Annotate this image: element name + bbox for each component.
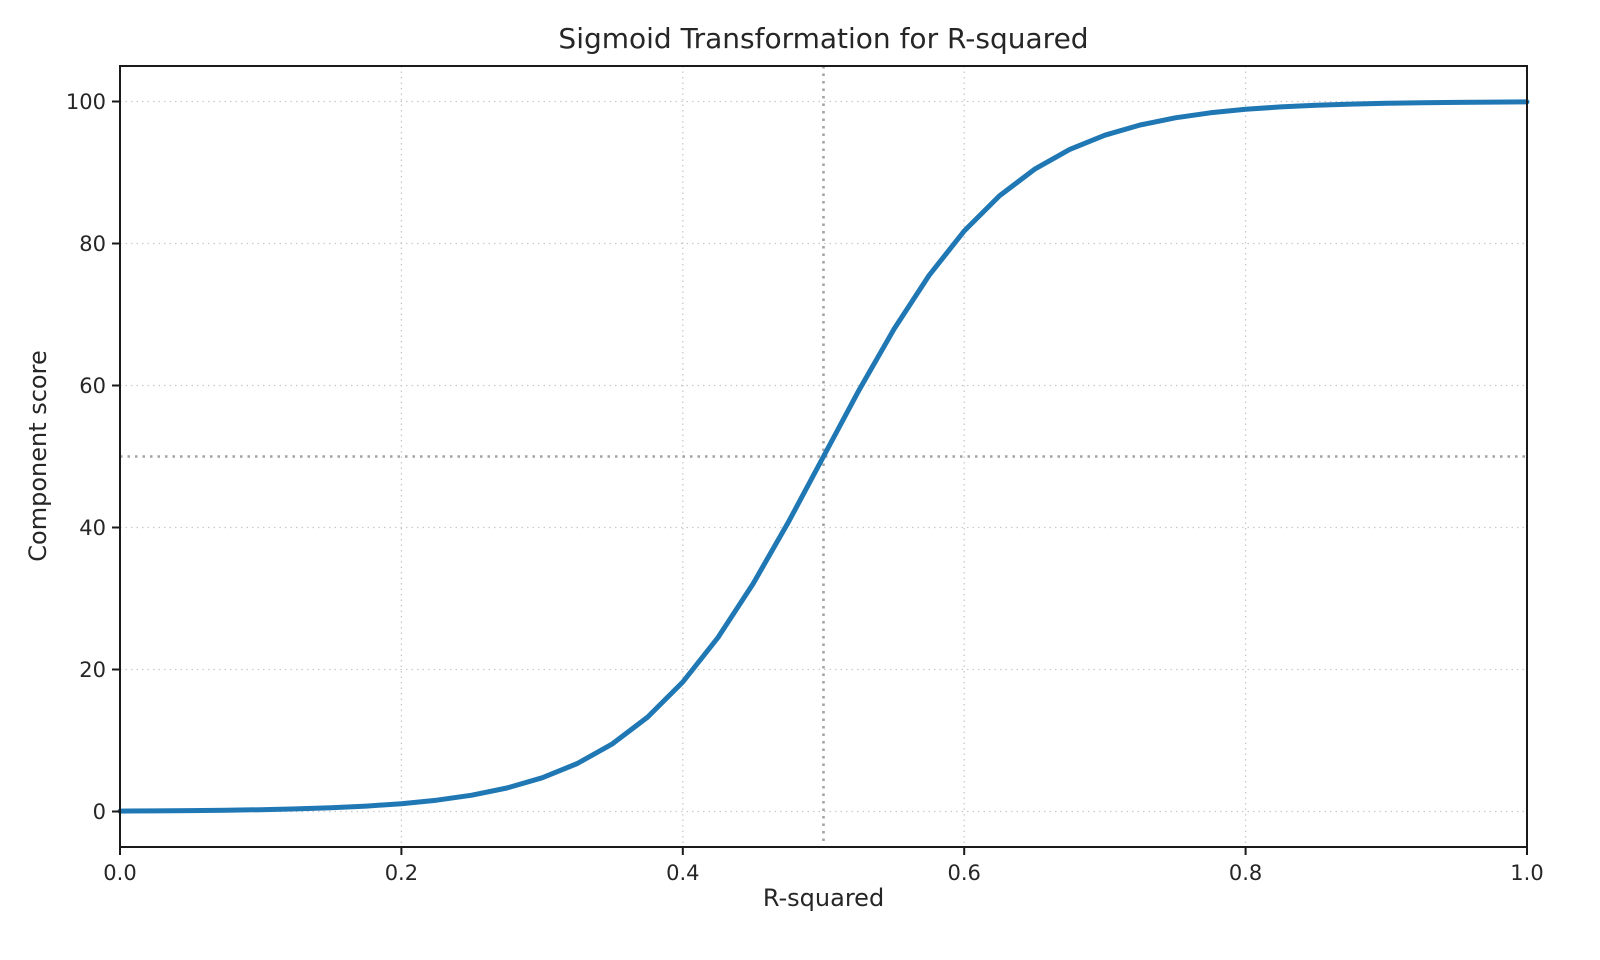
sigmoid-curve — [117, 99, 1530, 814]
chart-title: Sigmoid Transformation for R-squared — [558, 22, 1089, 55]
x-axis-label: R-squared — [762, 884, 885, 912]
y-axis-label: Component score — [24, 350, 52, 562]
plot-border — [119, 65, 1528, 848]
